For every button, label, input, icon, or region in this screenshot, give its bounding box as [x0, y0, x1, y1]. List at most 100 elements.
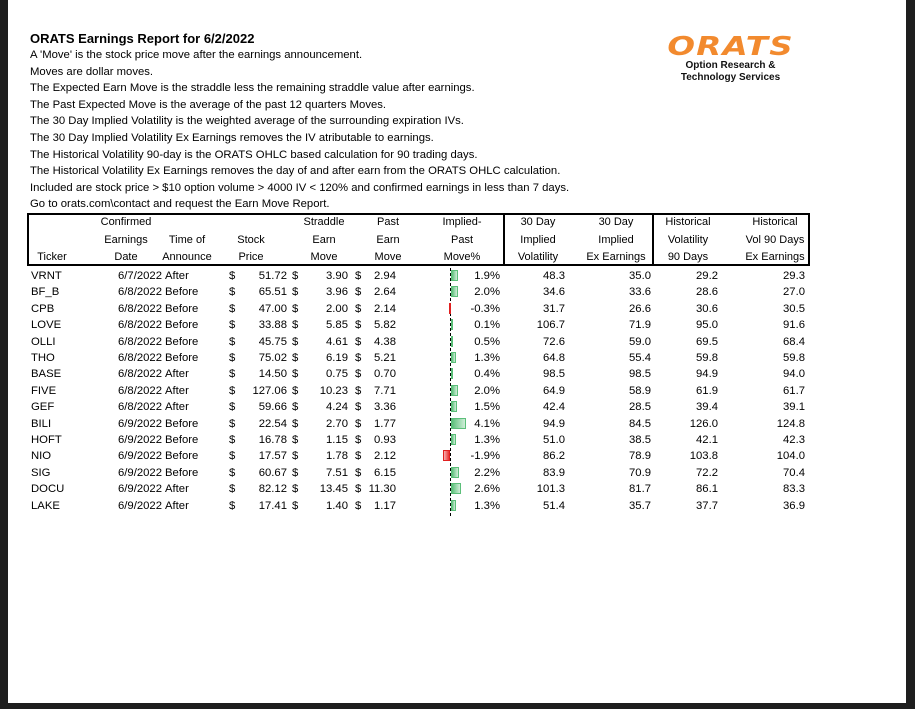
iv-30-day-ex-earnings: 81.7: [629, 483, 651, 496]
stock-price: 82.12: [258, 483, 287, 496]
move-pct-bar: [451, 286, 459, 298]
earnings-date: 6/8/2022: [118, 335, 162, 348]
past-earn-move: 11.30: [368, 483, 396, 496]
dollar-sign: $: [355, 434, 362, 446]
move-pct-bar: [451, 368, 453, 380]
earnings-date: 6/8/2022: [118, 302, 162, 315]
iv-30-day: 101.3: [536, 483, 565, 496]
column-header: Historical: [665, 216, 711, 228]
hv-90-day: 94.9: [696, 368, 718, 381]
straddle-earn-move: 2.70: [326, 417, 348, 430]
iv-30-day-ex-earnings: 84.5: [629, 417, 651, 430]
stock-price: 59.66: [258, 401, 287, 414]
hv-90-day: 29.2: [696, 270, 718, 282]
past-earn-move: 2.14: [374, 302, 396, 315]
dollar-sign: $: [355, 384, 362, 397]
time-of-announce: After: [165, 483, 189, 496]
hv-90-day: 95.0: [696, 319, 718, 332]
dollar-sign: $: [355, 450, 362, 463]
iv-30-day: 42.4: [543, 401, 565, 414]
dollar-sign: $: [229, 335, 236, 348]
iv-30-day: 72.6: [543, 335, 565, 348]
hv-90-day: 42.1: [696, 434, 718, 446]
hv-90-day: 72.2: [696, 466, 718, 479]
dollar-sign: $: [229, 286, 236, 299]
hv-90-day-ex-earnings: 30.5: [783, 302, 805, 315]
earnings-date: 6/8/2022: [118, 401, 162, 414]
past-earn-move: 2.12: [374, 450, 396, 463]
hv-90-day: 39.4: [696, 401, 718, 414]
logo-mark: ORATS: [667, 32, 794, 62]
dollar-sign: $: [292, 335, 299, 348]
report-note: The Expected Earn Move is the straddle l…: [30, 82, 475, 95]
hv-90-day-ex-earnings: 42.3: [783, 434, 805, 446]
stock-price: 60.67: [258, 466, 287, 479]
time-of-announce: After: [165, 368, 189, 381]
hv-90-day-ex-earnings: 59.8: [783, 352, 805, 364]
implied-past-move-pct: 1.9%: [474, 270, 500, 282]
iv-30-day: 64.9: [543, 384, 565, 397]
table-header: Ticker Confirmed Earnings Date Time of Announ…: [27, 213, 810, 266]
ticker: LOVE: [31, 319, 62, 332]
straddle-earn-move: 2.00: [326, 302, 348, 315]
move-pct-bar: [451, 499, 456, 511]
time-of-announce: After: [165, 384, 189, 397]
dollar-sign: $: [355, 270, 362, 282]
dollar-sign: $: [292, 434, 299, 446]
ticker: GEF: [31, 401, 55, 414]
dollar-sign: $: [355, 368, 362, 381]
implied-past-move-pct: 0.4%: [474, 368, 500, 381]
earnings-date: 6/9/2022: [118, 417, 162, 430]
report-note: The 30 Day Implied Volatility Ex Earning…: [30, 132, 434, 144]
move-pct-bar: [451, 319, 453, 331]
hv-90-day: 86.1: [696, 483, 718, 496]
move-pct-bar: [451, 417, 467, 429]
move-pct-bar: [448, 302, 451, 314]
report-note: The Historical Volatility 90-day is the …: [30, 148, 478, 161]
time-of-announce: Before: [165, 417, 199, 430]
dollar-sign: $: [229, 417, 236, 430]
dollar-sign: $: [355, 499, 362, 512]
report-note: The 30 Day Implied Volatility is the wei…: [30, 115, 464, 128]
dollar-sign: $: [292, 450, 299, 463]
iv-30-day: 51.4: [543, 499, 565, 512]
iv-30-day: 86.2: [543, 450, 565, 463]
implied-past-move-pct: -0.3%: [470, 302, 500, 315]
column-header: Implied: [598, 233, 634, 246]
column-header: Price: [238, 251, 264, 263]
earnings-date: 6/8/2022: [118, 352, 162, 364]
dollar-sign: $: [355, 466, 362, 479]
straddle-earn-move: 4.61: [326, 335, 348, 348]
dollar-sign: $: [355, 417, 362, 430]
implied-past-move-pct: 1.3%: [474, 434, 500, 446]
move-pct-bar: [451, 434, 456, 445]
iv-30-day-ex-earnings: 78.9: [629, 450, 651, 463]
column-header: Earn: [312, 233, 336, 246]
implied-past-move-pct: 0.5%: [474, 335, 500, 348]
column-header: Historical: [752, 216, 798, 228]
ticker: BILI: [31, 417, 52, 430]
column-header: Stock: [237, 233, 265, 246]
column-header: Move: [310, 251, 338, 263]
column-header: Time of: [168, 233, 206, 246]
iv-30-day-ex-earnings: 71.9: [629, 319, 651, 332]
column-header: Ex Earnings: [745, 251, 805, 263]
straddle-earn-move: 5.85: [326, 319, 348, 332]
dollar-sign: $: [292, 466, 299, 479]
dollar-sign: $: [229, 499, 236, 512]
ticker: HOFT: [31, 434, 62, 446]
dollar-sign: $: [355, 352, 362, 364]
orats-logo: ORATS Option Research & Technology Servi…: [667, 34, 792, 84]
dollar-sign: $: [292, 384, 299, 397]
hv-90-day-ex-earnings: 104.0: [776, 450, 805, 463]
stock-price: 45.75: [258, 335, 287, 348]
time-of-announce: Before: [165, 466, 199, 479]
iv-30-day: 94.9: [543, 417, 565, 430]
ticker: BF_B: [31, 286, 60, 299]
dollar-sign: $: [229, 450, 236, 463]
ticker: BASE: [31, 368, 62, 381]
earnings-date: 6/8/2022: [118, 368, 162, 381]
ticker: NIO: [31, 450, 52, 463]
column-header: Move: [374, 251, 402, 263]
implied-past-move-pct: 4.1%: [474, 417, 500, 430]
